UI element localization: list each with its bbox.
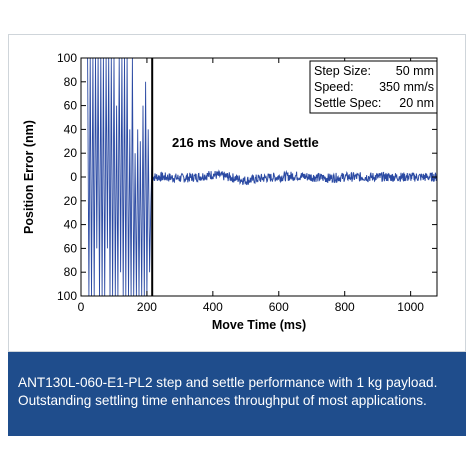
x-tick-label: 800 <box>335 300 355 314</box>
annotation-settle-spec-label: Settle Spec: <box>314 96 381 110</box>
y-tick-label: 100 <box>57 289 77 303</box>
x-tick-label: 600 <box>269 300 289 314</box>
x-tick-label: 200 <box>137 300 157 314</box>
caption-banner: ANT130L-060-E1-PL2 step and settle perfo… <box>8 352 466 436</box>
y-tick-label: 20 <box>64 146 78 160</box>
annotation-step-size-label: Step Size: <box>314 64 371 78</box>
position-error-chart: 0 200 400 600 800 1000 1008060402002040608010… <box>22 51 438 332</box>
y-tick-label: 40 <box>64 218 78 232</box>
y-tick-label: 80 <box>64 75 78 89</box>
caption-line-1: ANT130L-060-E1-PL2 step and settle perfo… <box>18 375 438 390</box>
y-tick-label: 40 <box>64 122 78 136</box>
y-tick-label: 60 <box>64 99 78 113</box>
y-tick-label: 60 <box>64 241 78 255</box>
chart-panel: 0 200 400 600 800 1000 100 80 60 40 20 0 20 40 60 80 10… <box>8 34 466 352</box>
series-settle-phase-line <box>151 169 437 186</box>
series-move-phase-line <box>87 58 153 296</box>
annotation-settle-spec-value: 20 nm <box>399 96 434 110</box>
y-tick-label: 80 <box>64 265 78 279</box>
caption-line-2: Outstanding settling time enhances throu… <box>18 393 427 408</box>
y-tick-label: 20 <box>64 194 78 208</box>
x-tick-label: 1000 <box>397 300 424 314</box>
x-tick-label: 400 <box>203 300 223 314</box>
y-axis-label: Position Error (nm) <box>22 120 36 234</box>
annotation-speed-label: Speed: <box>314 80 354 94</box>
x-axis-label: Move Time (ms) <box>212 318 306 332</box>
y-tick-label: 100 <box>57 51 77 65</box>
annotation-speed-value: 350 mm/s <box>379 80 434 94</box>
x-tick-label: 0 <box>78 300 85 314</box>
settle-time-annotation: 216 ms Move and Settle <box>172 135 319 150</box>
y-tick-label: 0 <box>70 170 77 184</box>
annotation-step-size-value: 50 mm <box>396 64 434 78</box>
annotation-box <box>309 60 438 114</box>
